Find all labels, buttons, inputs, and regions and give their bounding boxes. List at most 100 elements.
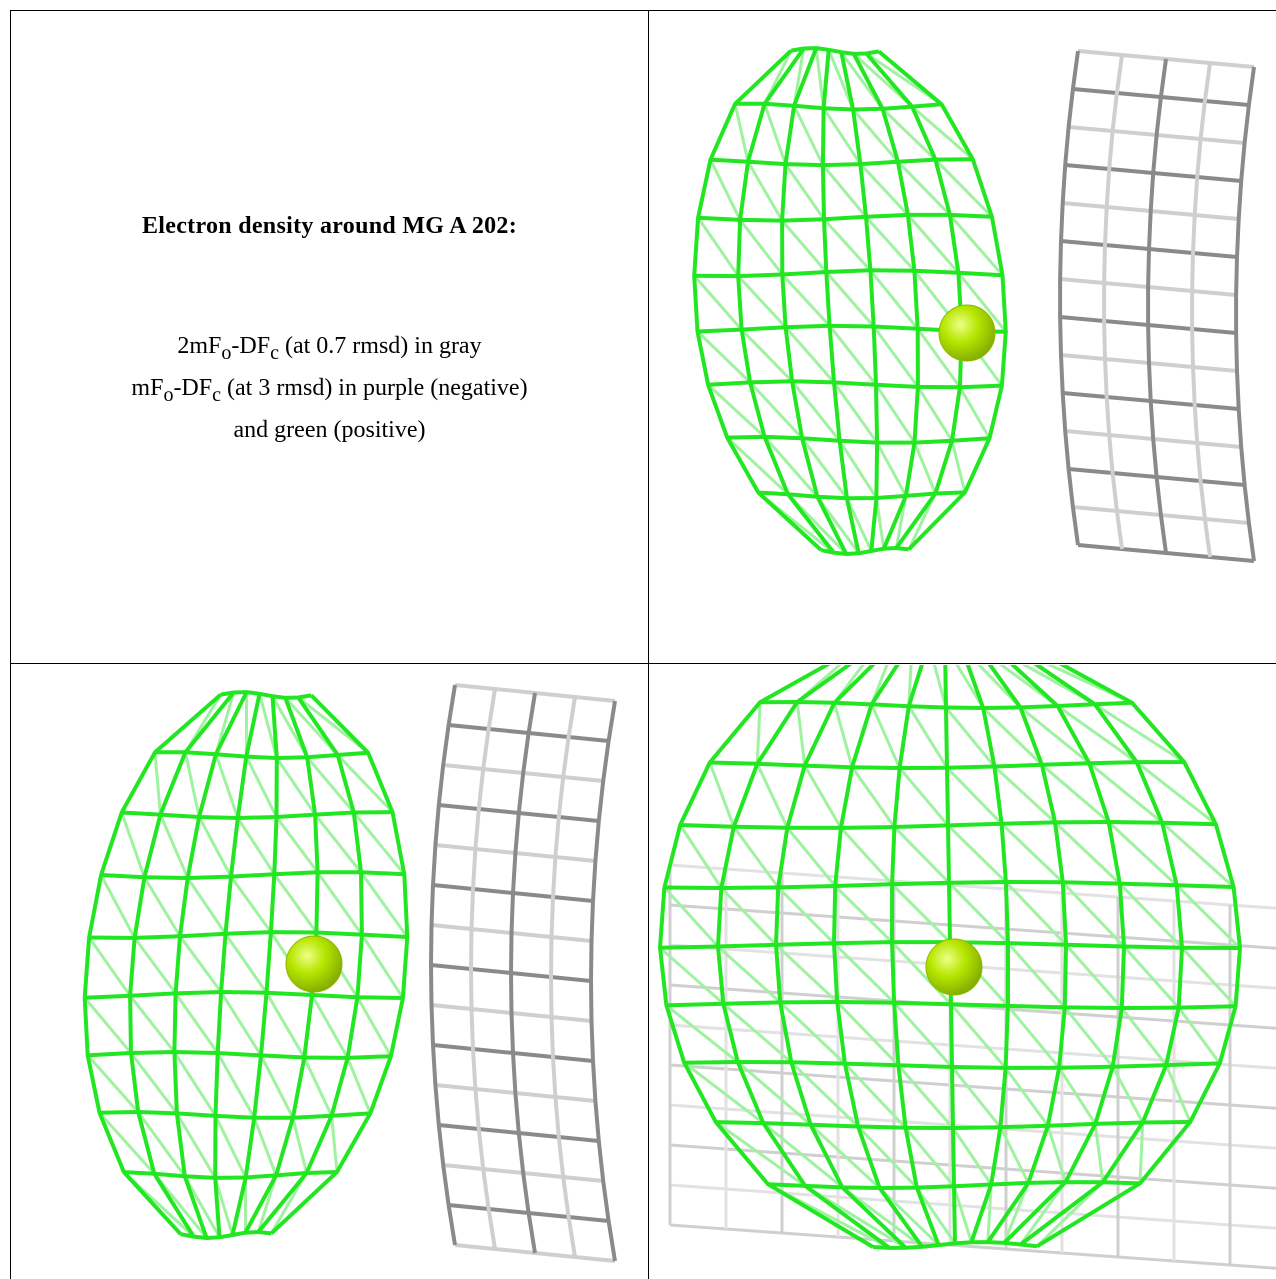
- mesh-back-edge: [748, 381, 804, 440]
- mesh-back-edge: [1093, 702, 1185, 764]
- legend-line-1-sub-c: c: [270, 341, 279, 364]
- mesh-ring: [100, 870, 405, 880]
- mesh-meridian: [839, 51, 880, 552]
- mesh-back-edge: [678, 824, 723, 889]
- mesh-ring: [121, 810, 393, 820]
- mesh-ring: [123, 1170, 338, 1180]
- mesh-back-edge: [219, 991, 263, 1057]
- mesh-back-edge: [313, 813, 363, 874]
- gray-mesh-line: [669, 1023, 1276, 1070]
- mesh-back-edge: [1120, 1007, 1168, 1066]
- mesh-back-edge: [1164, 1064, 1192, 1123]
- gray-mesh-line: [548, 696, 577, 1258]
- mesh-back-edge: [316, 871, 364, 936]
- mesh-back-edge: [907, 665, 913, 707]
- legend-line-2-post: (at 3 rmsd) in purple (negative): [221, 374, 528, 401]
- mesh-ring: [710, 157, 973, 168]
- gray-mesh-line: [669, 1223, 1276, 1270]
- mesh-back-edge: [1064, 943, 1123, 1009]
- mesh-back-edge: [872, 325, 920, 388]
- mesh-back-edge: [659, 946, 725, 1005]
- mesh-back-edge: [800, 437, 849, 500]
- gray-mesh-line: [1058, 50, 1080, 546]
- mesh-back-edge: [186, 877, 227, 935]
- mesh-meridian: [1002, 665, 1126, 1245]
- gray-density-mesh: [428, 683, 617, 1263]
- mesh-back-edge: [128, 994, 176, 1053]
- mesh-ring: [84, 990, 403, 1000]
- legend-line-1-pre: 2mF: [177, 333, 222, 359]
- mesh-back-edge: [696, 330, 752, 384]
- gray-mesh-line: [1102, 54, 1124, 550]
- legend-title: Electron density around MG A 202:: [141, 213, 518, 239]
- mesh-back-edge: [86, 1054, 140, 1114]
- mesh-back-edge: [834, 884, 894, 944]
- density-mesh-svg: [692, 46, 1256, 563]
- mesh-back-edge: [306, 756, 355, 814]
- green-density-mesh: [82, 690, 410, 1240]
- mesh-back-edge: [904, 1126, 956, 1188]
- mesh-ring: [727, 434, 990, 445]
- mesh-meridian: [890, 665, 941, 1246]
- mesh-back-edge: [258, 693, 279, 759]
- mesh-back-edge: [1093, 1123, 1105, 1183]
- mesh-back-edge: [1054, 821, 1121, 885]
- mesh-back-edge: [214, 753, 240, 819]
- mesh-back-edge: [870, 703, 901, 769]
- mesh-back-edge: [780, 219, 828, 273]
- mesh-back-edge: [809, 1123, 881, 1190]
- mesh-meridian: [128, 691, 236, 1238]
- mesh-back-edge: [896, 160, 951, 216]
- mesh-back-edge: [907, 705, 949, 769]
- mesh-back-edge: [839, 826, 894, 886]
- mesh-back-edge: [913, 442, 937, 495]
- gray-mesh-line: [588, 700, 617, 1262]
- mesh-back-edge: [841, 1186, 924, 1248]
- mesh-meridian: [820, 49, 861, 554]
- mesh-back-edge: [175, 1112, 217, 1179]
- mesh-ring: [735, 101, 942, 112]
- mesh-back-edge: [946, 824, 1007, 884]
- mesh-back-edge: [911, 105, 974, 161]
- mesh-back-edge: [1004, 880, 1068, 946]
- mesh-back-edge: [906, 213, 960, 274]
- mesh-back-edge: [1040, 763, 1110, 824]
- mesh-back-edge: [950, 440, 967, 493]
- mesh-back-edge: [1111, 1066, 1145, 1124]
- gray-mesh-line: [669, 1183, 1276, 1230]
- mesh-back-edge: [779, 1001, 846, 1065]
- mesh-meridian: [877, 49, 1008, 551]
- mesh-meridian: [692, 49, 823, 552]
- mesh-back-edge: [763, 435, 819, 498]
- mesh-meridian: [269, 693, 410, 1235]
- mesh-meridian: [1019, 665, 1184, 1247]
- density-view-bottom-right: [650, 665, 1276, 1279]
- mesh-ring: [99, 1110, 371, 1120]
- mesh-back-edge: [878, 1186, 940, 1247]
- gray-mesh-line: [669, 1143, 1276, 1190]
- mesh-back-edge: [821, 164, 868, 218]
- mesh-ring: [89, 930, 408, 940]
- mesh-ring: [220, 690, 312, 700]
- mesh-back-edge: [986, 1184, 993, 1243]
- mesh-back-edge: [795, 701, 807, 766]
- mesh-back-edge: [665, 1004, 739, 1064]
- mesh-meridian: [256, 696, 364, 1234]
- mesh-back-edge: [244, 755, 278, 818]
- mesh-back-edge: [1135, 760, 1217, 826]
- mesh-back-edge: [949, 1003, 1007, 1069]
- mesh-back-edge: [273, 873, 318, 934]
- mesh-meridian: [716, 665, 891, 1250]
- mesh-back-edge: [999, 1126, 1030, 1184]
- mesh-ring: [155, 750, 369, 760]
- mesh-back-edge: [737, 275, 787, 329]
- mesh-back-edge: [83, 996, 133, 1054]
- mesh-back-edge: [1063, 1006, 1114, 1068]
- mesh-back-edge: [822, 107, 862, 165]
- mesh-meridian: [780, 47, 848, 555]
- mesh-back-edge: [229, 875, 273, 933]
- mesh-back-edge: [786, 826, 837, 887]
- mesh-back-edge: [1056, 704, 1138, 764]
- mesh-meridian: [1035, 665, 1242, 1249]
